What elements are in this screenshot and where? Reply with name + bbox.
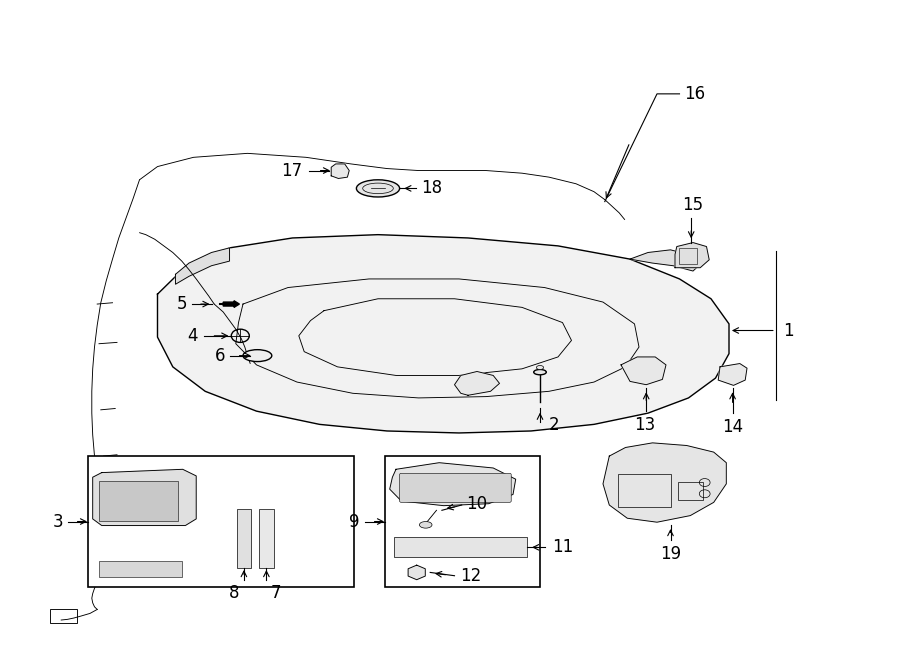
Text: 16: 16 [684,85,705,103]
Text: 19: 19 [660,545,681,563]
Text: 15: 15 [682,196,703,214]
Bar [385,456,540,587]
Bar [88,456,354,587]
Ellipse shape [536,366,544,369]
Bar [394,537,527,557]
Text: 10: 10 [466,494,487,513]
Text: 3: 3 [52,512,63,531]
Ellipse shape [356,180,400,197]
Polygon shape [675,243,709,268]
Text: 18: 18 [421,179,442,198]
Bar [99,481,178,521]
Bar [259,509,274,568]
Bar [678,482,703,500]
Polygon shape [93,469,196,525]
Bar [679,248,697,264]
Text: 4: 4 [187,327,198,345]
Ellipse shape [534,369,546,375]
Ellipse shape [243,350,272,362]
Polygon shape [718,364,747,385]
Bar [618,474,670,507]
Text: 9: 9 [349,512,360,531]
Polygon shape [176,248,230,284]
Polygon shape [408,565,426,580]
Polygon shape [331,164,349,178]
Polygon shape [621,357,666,385]
Text: 7: 7 [271,584,282,602]
Ellipse shape [419,522,432,528]
Text: 6: 6 [214,346,225,365]
Polygon shape [390,463,516,506]
Text: 14: 14 [722,418,743,436]
FancyArrow shape [223,301,239,307]
Text: 2: 2 [549,416,560,434]
Polygon shape [158,235,729,433]
Polygon shape [630,250,700,271]
Bar [99,561,182,577]
Text: 17: 17 [282,161,302,180]
Text: 1: 1 [783,321,794,340]
Text: 13: 13 [634,416,655,434]
Polygon shape [603,443,726,522]
FancyBboxPatch shape [400,473,511,502]
Polygon shape [454,371,500,395]
Text: 8: 8 [229,584,239,602]
Text: 12: 12 [460,567,482,586]
Bar [237,509,251,568]
Text: 5: 5 [176,295,187,313]
Text: 11: 11 [552,538,573,557]
